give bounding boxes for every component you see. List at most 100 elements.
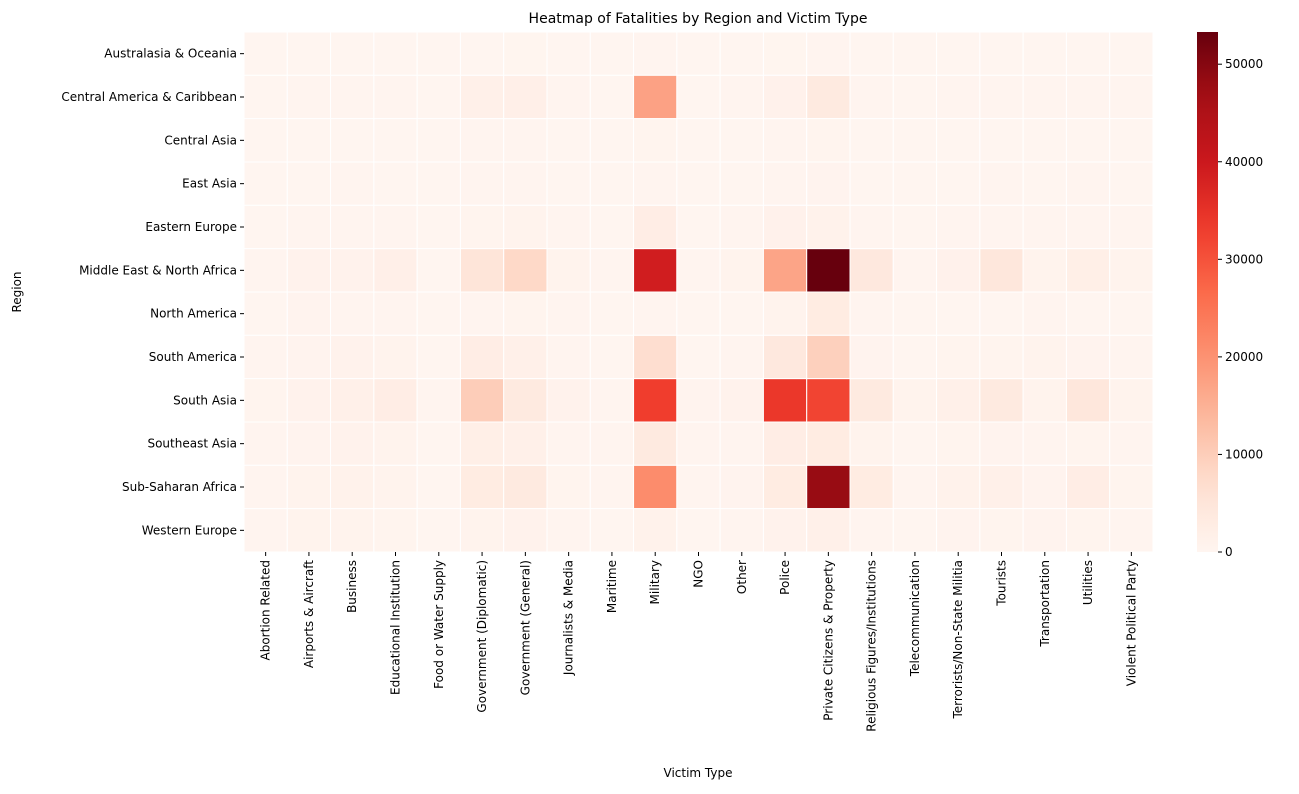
heatmap-cell [1022,291,1067,336]
y-tick-label: Western Europe [142,523,237,537]
y-tick-label: South America [149,350,237,364]
heatmap-cell [459,118,505,163]
heatmap-cell [546,421,591,466]
heatmap-cell [589,464,635,510]
x-tick-label: Journalists & Media [562,560,576,676]
heatmap-cell [503,464,548,510]
heatmap-cell [979,118,1024,163]
heatmap-cell [806,74,851,120]
heatmap-cell [892,291,938,336]
heatmap-cell [892,464,938,510]
heatmap-cell [1109,74,1154,120]
heatmap-cell [936,31,981,76]
heatmap-cell [849,204,894,250]
colorbar-tick-label: 40000 [1225,155,1263,169]
heatmap-cell [633,508,678,553]
heatmap-cell [1022,204,1067,250]
heatmap-cell [676,74,721,120]
heatmap-cell [503,31,548,76]
colorbar-tick-label: 30000 [1225,252,1263,266]
heatmap-cell [719,204,764,250]
heatmap-cell [719,118,764,163]
heatmap-cell [330,248,375,293]
heatmap-cell [459,31,505,76]
heatmap-cell [546,204,591,250]
x-tick-label: Maritime [605,560,619,613]
heatmap-cell [373,248,418,293]
heatmap-cell [1022,161,1067,206]
heatmap-cell [546,248,591,293]
heatmap-cell [633,74,678,120]
heatmap-cell [243,74,288,120]
heatmap-cell [762,378,808,423]
x-axis-label: Victim Type [664,766,733,780]
heatmap-cell [676,161,721,206]
heatmap-cell [762,161,808,206]
heatmap-cell [286,378,332,423]
heatmap-cell [892,508,938,553]
colorbar-tick-label: 20000 [1225,350,1263,364]
heatmap-cell [1065,464,1111,510]
heatmap-cell [330,74,375,120]
heatmap-cell [633,161,678,206]
heatmap-cell [762,291,808,336]
heatmap-cell [849,161,894,206]
heatmap-cell [849,464,894,510]
heatmap-cell [330,291,375,336]
heatmap-cell [416,31,461,76]
heatmap-cell [416,378,461,423]
heatmap-cell [806,248,851,293]
heatmap-cell [330,464,375,510]
x-tick-label: Telecommunication [908,560,922,677]
heatmap-cell [806,464,851,510]
heatmap-cell [589,204,635,250]
heatmap-cell [1109,31,1154,76]
heatmap-cell [286,421,332,466]
heatmap-cell [936,334,981,380]
x-tick-label: Government (Diplomatic) [475,560,489,713]
heatmap-cell [1065,378,1111,423]
x-tick-label: Violent Political Party [1124,560,1138,686]
heatmap-cell [286,74,332,120]
heatmap-cell [892,334,938,380]
heatmap-cell [892,248,938,293]
heatmap-cell [589,378,635,423]
heatmap-cell [1109,118,1154,163]
colorbar-tick-label: 0 [1225,545,1233,559]
colorbar-tick-label: 10000 [1225,447,1263,461]
heatmap-cell [806,31,851,76]
x-tick-label: Business [345,560,359,613]
heatmap-cell [806,378,851,423]
heatmap-cell [1022,248,1067,293]
heatmap-cell [589,31,635,76]
heatmap-cell [416,508,461,553]
heatmap-cell [1022,118,1067,163]
heatmap-cell [416,334,461,380]
heatmap-cell [416,291,461,336]
heatmap-cell [719,248,764,293]
heatmap-cell [936,248,981,293]
heatmap-cell [503,118,548,163]
heatmap-cell [979,334,1024,380]
heatmap-cell [1109,204,1154,250]
heatmap-cell [373,508,418,553]
heatmap-cell [589,421,635,466]
heatmap-cell [243,421,288,466]
heatmap-cell [416,421,461,466]
heatmap-cell [1109,161,1154,206]
heatmap-cell [719,74,764,120]
heatmap-cell [286,248,332,293]
heatmap-cell [286,161,332,206]
heatmap-cell [589,161,635,206]
heatmap-cell [330,118,375,163]
heatmap-cell [676,334,721,380]
heatmap-cell [633,204,678,250]
heatmap-cell [1022,334,1067,380]
heatmap-cell [633,421,678,466]
heatmap-cell [373,31,418,76]
x-tick-label: Transportation [1038,560,1052,648]
x-tick-label: Other [735,560,749,594]
heatmap-cell [503,74,548,120]
heatmap-cell [1022,464,1067,510]
